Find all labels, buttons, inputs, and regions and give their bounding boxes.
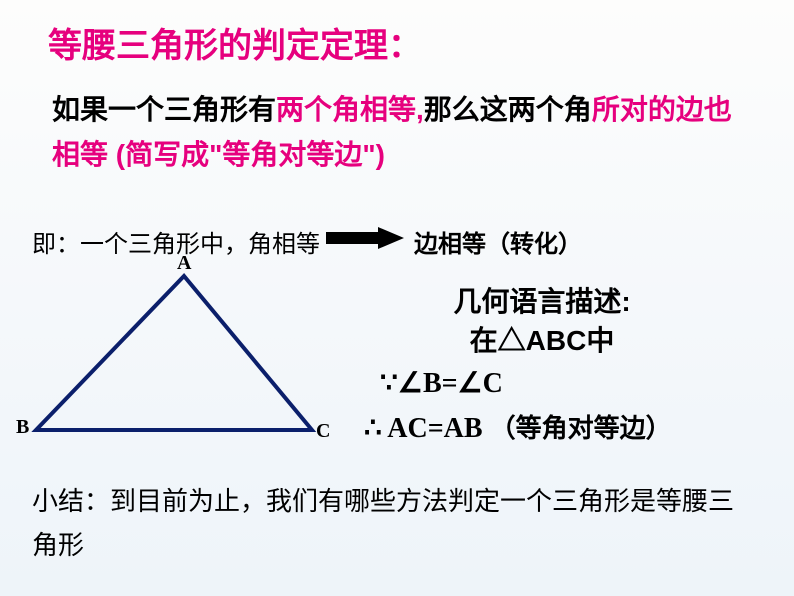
geo-line2-text: AC=AB — [382, 413, 490, 444]
geo-because-line: ∵∠B=∠C — [380, 366, 503, 400]
geo-desc-line1: 几何语言描述: — [382, 282, 702, 321]
transform-pre: 即： — [32, 224, 80, 259]
vertex-b-label: B — [16, 416, 29, 439]
because-symbol: ∵ — [380, 366, 398, 400]
vertex-c-label: C — [316, 420, 330, 443]
geo-line1-text: B=∠C — [423, 368, 503, 399]
triangle-diagram: A B C — [14, 258, 344, 458]
summary-text: 小结：到目前为止，我们有哪些方法判定一个三角形是等腰三角形 — [32, 480, 752, 568]
theorem-text: 如果一个三角形有两个角相等,那么这两个角所对的边也相等 (简写成"等角对等边") — [52, 88, 752, 178]
theorem-part1: 如果一个三角形有 — [52, 94, 276, 125]
angle-symbol1: ∠ — [398, 368, 423, 399]
page-title: 等腰三角形的判定定理： — [48, 18, 422, 67]
geo-desc-line2: 在△ABC中 — [382, 321, 702, 360]
geo-reason: （等角对等边） — [490, 413, 672, 443]
theorem-highlight1: 两个角相等, — [276, 94, 424, 125]
transform-mid: 一个三角形中，角相等 — [80, 224, 320, 259]
transform-post: 边相等（转化） — [414, 224, 582, 259]
arrow-icon — [326, 227, 404, 256]
geo-therefore-line: ∴ AC=AB （等角对等边） — [364, 408, 672, 445]
transform-line: 即： 一个三角形中，角相等 边相等（转化） — [32, 224, 582, 259]
geo-description: 几何语言描述: 在△ABC中 — [382, 282, 702, 360]
theorem-part2: 那么这两个角 — [424, 94, 592, 125]
therefore-symbol: ∴ — [364, 411, 382, 445]
vertex-a-label: A — [177, 252, 191, 275]
